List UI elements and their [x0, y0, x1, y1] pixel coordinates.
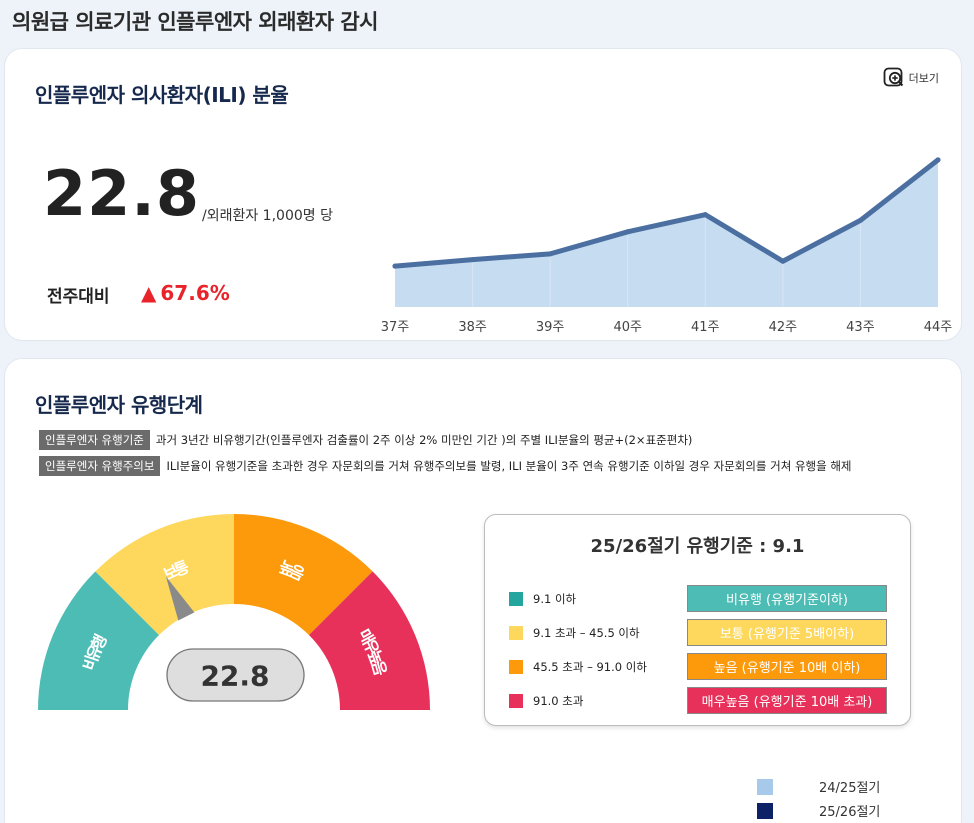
- definition-row-advisory: 인플루엔자 유행주의보 ILI분율이 유행기준을 초과한 경우 자문회의를 거쳐…: [39, 456, 852, 476]
- legend-range: 9.1 이하: [533, 592, 577, 606]
- x-tick-label: 40주: [613, 320, 642, 335]
- legend-title: 25/26절기 유행기준 : 9.1: [590, 536, 805, 557]
- season-legend-item[interactable]: 25/26절기: [757, 801, 880, 820]
- more-button[interactable]: 더보기: [883, 67, 939, 89]
- data-point[interactable]: [470, 257, 476, 263]
- gauge-value-pill: [166, 648, 305, 702]
- x-tick-label: 44주: [924, 320, 953, 335]
- legend-row-moderate: 9.1 초과 – 45.5 이하 보통 (유행기준 5배이하): [509, 619, 887, 647]
- data-point[interactable]: [857, 217, 863, 223]
- ili-area-chart: 37주 38주 39주 40주 41주 42주 43주 44주: [381, 157, 953, 335]
- week-over-week-label: 전주대비: [47, 287, 110, 307]
- legend-stage-label: 높음 (유행기준 10배 이하): [687, 653, 887, 680]
- x-tick-label: 38주: [458, 320, 487, 335]
- season-legend-item[interactable]: 24/25절기: [757, 777, 880, 796]
- week-over-week-value: ▲ 67.6%: [141, 281, 230, 305]
- gauge-segment: [38, 571, 160, 710]
- legend-range: 91.0 초과: [533, 694, 584, 708]
- more-label: 더보기: [908, 72, 939, 85]
- data-point[interactable]: [780, 258, 786, 264]
- definition-tag: 인플루엔자 유행주의보: [39, 456, 161, 476]
- gauge-segment-label: 통: [171, 557, 192, 580]
- data-point[interactable]: [392, 263, 398, 269]
- ili-card-title: 인플루엔자 의사환자(ILI) 분율: [35, 83, 289, 107]
- stage-card-title: 인플루엔자 유행단계: [35, 393, 203, 417]
- gauge-segment: [234, 514, 373, 636]
- season-label: 24/25절기: [819, 781, 881, 796]
- data-point[interactable]: [702, 212, 708, 218]
- page-title: 의원급 의료기관 인플루엔자 외래환자 감시: [12, 10, 379, 34]
- legend-range: 9.1 초과 – 45.5 이하: [533, 626, 640, 640]
- gauge-value: 22.8: [200, 660, 269, 693]
- data-point[interactable]: [547, 251, 553, 257]
- gauge-segment: [308, 571, 430, 710]
- magnify-plus-icon: [883, 67, 903, 87]
- definition-row-threshold: 인플루엔자 유행기준 과거 3년간 비유행기간(인플루엔자 검출률이 2주 이상…: [39, 430, 692, 450]
- legend-swatch: [509, 660, 523, 674]
- ili-rate-card: 인플루엔자 의사환자(ILI) 분율 더보기 22.8 /외래환자 1,000명…: [4, 48, 962, 341]
- legend-swatch: [509, 694, 523, 708]
- gauge-segment-label: 비: [79, 653, 102, 673]
- legend-stage-label: 매우높음 (유행기준 10배 초과): [687, 687, 887, 714]
- legend-stage-label: 비유행 (유행기준이하): [687, 585, 887, 612]
- epidemic-stage-card: 인플루엔자 유행단계 인플루엔자 유행기준 과거 3년간 비유행기간(인플루엔자…: [4, 358, 962, 823]
- definition-text: ILI분율이 유행기준을 초과한 경우 자문회의를 거쳐 유행주의보를 발령, …: [166, 459, 852, 473]
- series-line: [392, 157, 941, 269]
- gauge-segment-label: 높: [276, 557, 297, 580]
- legend-row-very-high: 91.0 초과 매우높음 (유행기준 10배 초과): [509, 687, 887, 715]
- legend-swatch: [509, 626, 523, 640]
- data-point[interactable]: [625, 229, 631, 235]
- gauge-segment-label: 높: [364, 647, 387, 668]
- legend-swatch: [509, 592, 523, 606]
- season-swatch: [757, 802, 773, 819]
- legend-row-non-epidemic: 9.1 이하 비유행 (유행기준이하): [509, 585, 887, 613]
- ili-unit: /외래환자 1,000명 당: [202, 208, 333, 224]
- season-label: 25/26절기: [819, 805, 881, 820]
- legend-stage-label: 보통 (유행기준 5배이하): [687, 619, 887, 646]
- gauge-segment: [95, 514, 234, 636]
- gauge-segment-label: 음: [368, 659, 390, 679]
- x-tick-label: 39주: [536, 320, 565, 335]
- definition-text: 과거 3년간 비유행기간(인플루엔자 검출률이 2주 이상 2% 미만인 기간 …: [155, 433, 693, 447]
- week-over-week-percent: 67.6%: [160, 281, 230, 305]
- data-point[interactable]: [935, 157, 941, 163]
- x-tick-label: 42주: [769, 320, 798, 335]
- x-tick-label: 43주: [846, 320, 875, 335]
- ili-value: 22.8: [43, 157, 200, 230]
- legend-row-high: 45.5 초과 – 91.0 이하 높음 (유행기준 10배 이하): [509, 653, 887, 681]
- stage-legend-box: 25/26절기 유행기준 : 9.1 9.1 이하 비유행 (유행기준이하) 9…: [484, 514, 911, 726]
- season-swatch: [757, 778, 773, 795]
- gauge-segment-label: 유: [83, 642, 106, 663]
- up-triangle-icon: ▲: [141, 281, 157, 305]
- x-tick-label: 41주: [691, 320, 720, 335]
- x-tick-label: 37주: [381, 320, 410, 335]
- gauge-needle: [165, 576, 195, 621]
- definition-tag: 인플루엔자 유행기준: [39, 430, 150, 450]
- area-fill: [395, 159, 938, 307]
- legend-range: 45.5 초과 – 91.0 이하: [533, 660, 647, 674]
